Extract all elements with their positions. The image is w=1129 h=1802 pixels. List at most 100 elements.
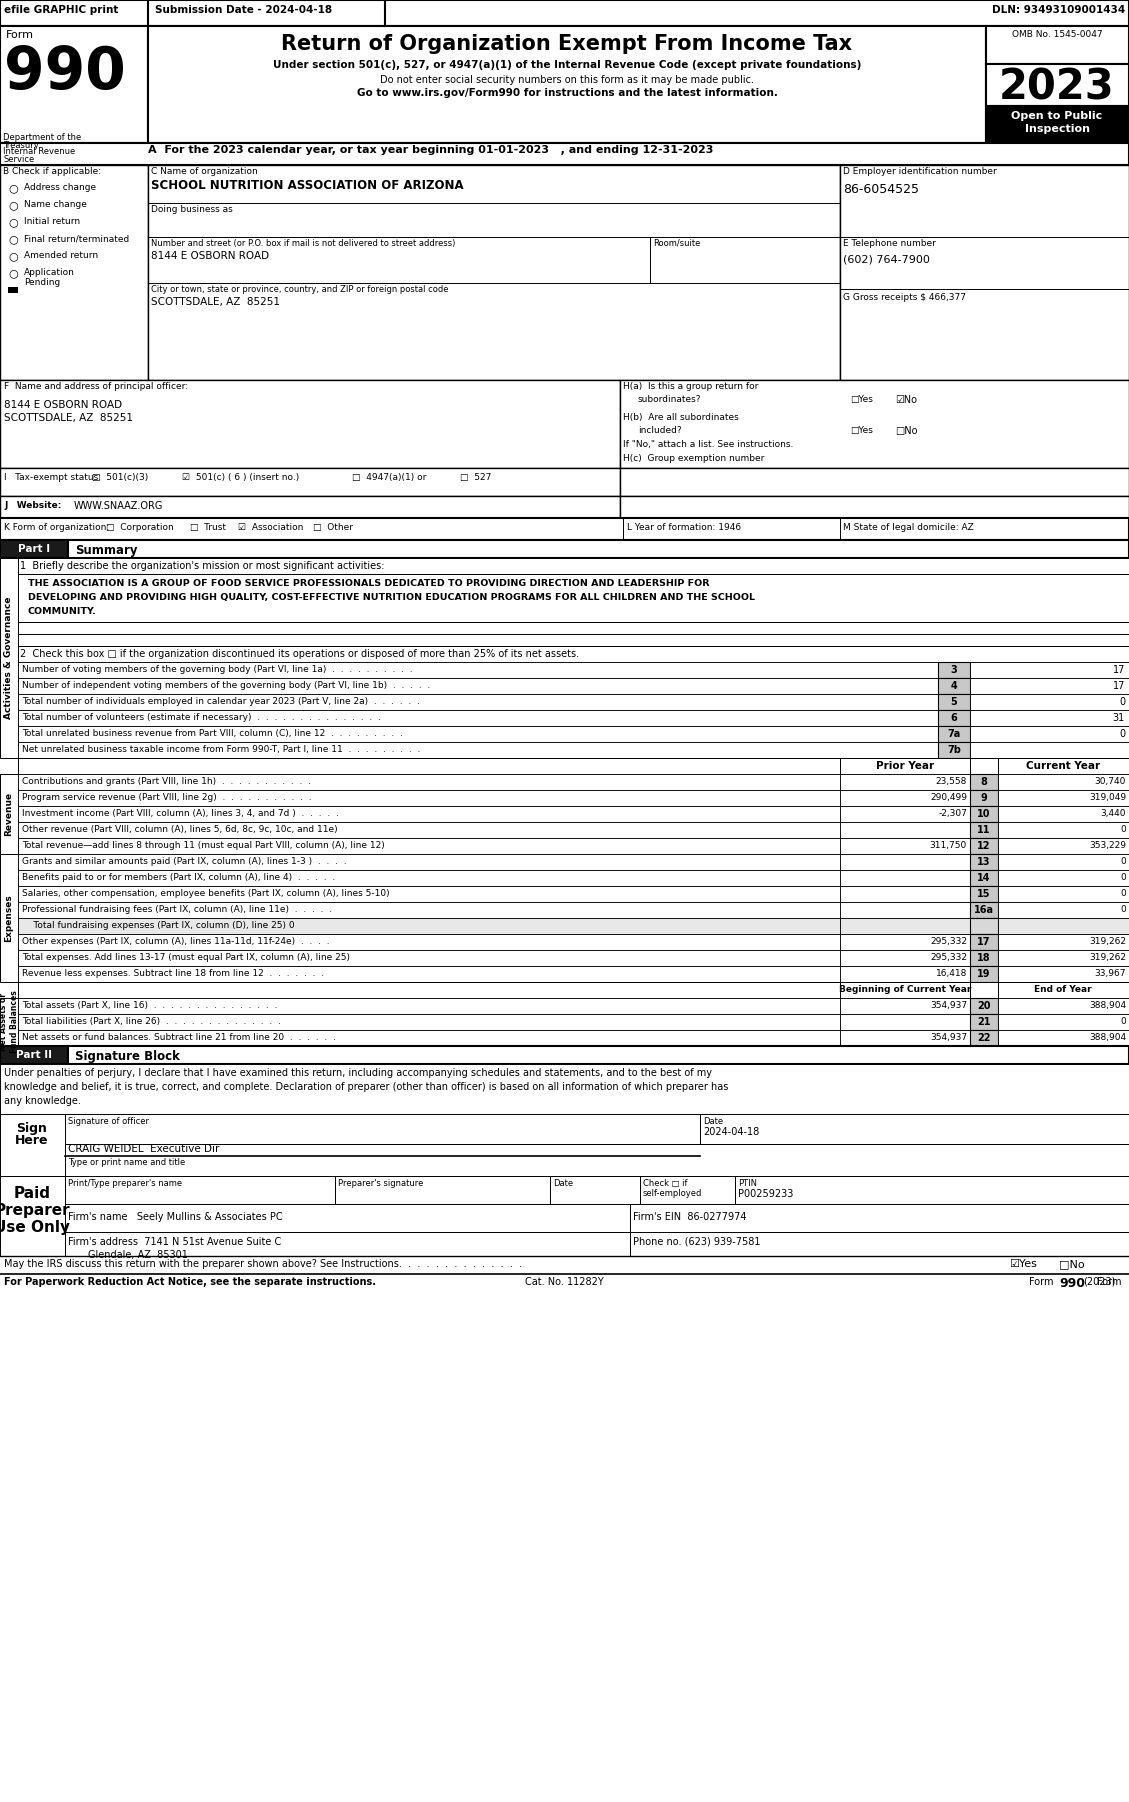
Text: Number and street (or P.O. box if mail is not delivered to street address): Number and street (or P.O. box if mail i… [151, 240, 455, 249]
Bar [0, 166, 148, 380]
Text: Total fundraising expenses (Part IX, column (D), line 25) 0: Total fundraising expenses (Part IX, col… [21, 921, 295, 930]
Bar [840, 1015, 970, 1031]
Bar [620, 469, 1129, 496]
Text: Form: Form [1097, 1278, 1124, 1287]
Bar [986, 65, 1129, 106]
Bar [998, 838, 1129, 854]
Text: 31: 31 [1113, 714, 1124, 723]
Text: Beginning of Current Year: Beginning of Current Year [839, 986, 971, 995]
Text: Doing business as: Doing business as [151, 205, 233, 214]
Text: 9: 9 [981, 793, 988, 804]
Bar [840, 998, 970, 1015]
Text: 18: 18 [978, 953, 991, 962]
Text: OMB No. 1545-0047: OMB No. 1545-0047 [1012, 31, 1102, 40]
Bar [970, 742, 1129, 759]
Bar [986, 106, 1129, 142]
Bar [998, 805, 1129, 822]
Text: C Name of organization: C Name of organization [151, 168, 257, 177]
Text: 990: 990 [1059, 1278, 1085, 1290]
Text: 16a: 16a [974, 905, 994, 915]
Text: Internal Revenue: Internal Revenue [3, 148, 76, 157]
Text: Initial return: Initial return [24, 216, 80, 225]
Bar [970, 903, 998, 917]
Text: L Year of formation: 1946: L Year of formation: 1946 [627, 523, 741, 532]
Bar [18, 917, 840, 933]
Text: G Gross receipts $ 466,377: G Gross receipts $ 466,377 [843, 294, 966, 303]
Text: 23,558: 23,558 [936, 777, 968, 786]
Bar [0, 25, 148, 142]
Bar [18, 759, 840, 775]
Bar [970, 1031, 998, 1045]
Bar [18, 678, 938, 694]
Bar [840, 917, 970, 933]
Text: K Form of organization:: K Form of organization: [5, 523, 110, 532]
Bar [938, 694, 970, 710]
Text: 22: 22 [978, 1033, 991, 1043]
Text: Total revenue—add lines 8 through 11 (must equal Part VIII, column (A), line 12): Total revenue—add lines 8 through 11 (mu… [21, 842, 385, 851]
Bar [0, 645, 1129, 661]
Bar [18, 742, 938, 759]
Bar [8, 287, 18, 294]
Bar [970, 789, 998, 805]
Bar [970, 661, 1129, 678]
Bar [18, 870, 840, 887]
Bar [970, 838, 998, 854]
Bar [630, 1204, 1129, 1233]
Bar [970, 854, 998, 870]
Bar [620, 496, 1129, 517]
Text: Total number of volunteers (estimate if necessary)  .  .  .  .  .  .  .  .  .  .: Total number of volunteers (estimate if … [21, 714, 380, 723]
Bar [970, 694, 1129, 710]
Text: Total expenses. Add lines 13-17 (must equal Part IX, column (A), line 25): Total expenses. Add lines 13-17 (must eq… [21, 953, 350, 962]
Bar [998, 950, 1129, 966]
Text: □  4947(a)(1) or: □ 4947(a)(1) or [352, 472, 427, 481]
Text: 19: 19 [978, 969, 991, 978]
Bar [0, 517, 1129, 541]
Text: Current Year: Current Year [1026, 760, 1100, 771]
Bar [840, 805, 970, 822]
Text: ○: ○ [8, 216, 18, 227]
Bar [998, 966, 1129, 982]
Text: WWW.SNAAZ.ORG: WWW.SNAAZ.ORG [75, 501, 164, 512]
Bar [998, 759, 1129, 775]
Text: Room/suite: Room/suite [653, 240, 700, 249]
Bar [0, 0, 1129, 25]
Text: ○: ○ [8, 184, 18, 193]
Bar [148, 166, 840, 380]
Text: 0: 0 [1120, 872, 1126, 881]
Text: Signature Block: Signature Block [75, 1051, 180, 1063]
Text: 11: 11 [978, 825, 991, 834]
Bar [65, 1204, 630, 1233]
Bar [970, 870, 998, 887]
Text: 8144 E OSBORN ROAD: 8144 E OSBORN ROAD [5, 400, 122, 411]
Bar [986, 25, 1129, 65]
Text: Here: Here [16, 1133, 49, 1148]
Text: 2024-04-18: 2024-04-18 [703, 1126, 759, 1137]
Bar [65, 1144, 1129, 1177]
Bar [938, 710, 970, 726]
Text: Use Only: Use Only [0, 1220, 70, 1234]
Text: SCOTTSDALE, AZ  85251: SCOTTSDALE, AZ 85251 [5, 413, 133, 423]
Bar [0, 142, 1129, 166]
Text: Part II: Part II [16, 1051, 52, 1060]
Text: 290,499: 290,499 [930, 793, 968, 802]
Text: 353,229: 353,229 [1089, 842, 1126, 851]
Text: 319,262: 319,262 [1089, 953, 1126, 962]
Text: Do not enter social security numbers on this form as it may be made public.: Do not enter social security numbers on … [380, 76, 754, 85]
Text: Number of independent voting members of the governing body (Part VI, line 1b)  .: Number of independent voting members of … [21, 681, 430, 690]
Bar [18, 789, 840, 805]
Text: Name change: Name change [24, 200, 87, 209]
Bar [620, 380, 1129, 469]
Bar [970, 822, 998, 838]
Bar [840, 870, 970, 887]
Text: ○: ○ [8, 268, 18, 278]
Text: 0: 0 [1119, 730, 1124, 739]
Text: subordinates?: subordinates? [638, 395, 701, 404]
Text: Preparer: Preparer [0, 1204, 70, 1218]
Text: 16,418: 16,418 [936, 969, 968, 978]
Text: □No: □No [895, 425, 918, 436]
Bar [998, 903, 1129, 917]
Text: □  Other: □ Other [313, 523, 353, 532]
Text: □Yes: □Yes [850, 395, 873, 404]
Text: End of Year: End of Year [1034, 986, 1092, 995]
Bar [550, 1177, 640, 1204]
